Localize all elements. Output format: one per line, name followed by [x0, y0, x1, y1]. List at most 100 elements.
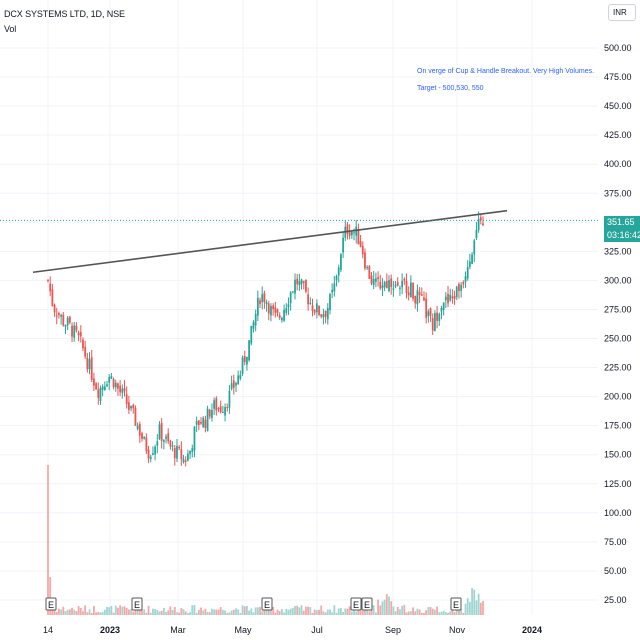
volume-bar [355, 611, 358, 615]
candle-body [471, 254, 473, 264]
candle-body [473, 240, 476, 255]
volume-bar [119, 605, 122, 615]
annotation-line-2[interactable]: Target - 500,530, 550 [417, 85, 484, 92]
candle-body [211, 410, 213, 418]
earnings-marker-icon[interactable]: E [131, 597, 143, 611]
volume-bar [158, 611, 161, 615]
candle-body [191, 448, 194, 453]
candle-body [385, 281, 388, 288]
candle-body [125, 394, 128, 405]
price-axis[interactable]: 500.00475.00450.00425.00400.00375.00350.… [604, 43, 632, 605]
candle-body [361, 245, 364, 255]
volume-bar [180, 608, 183, 615]
svg-text:E: E [353, 600, 359, 610]
volume-bar [117, 607, 119, 615]
candle-body [73, 325, 76, 338]
candle-body [84, 346, 87, 357]
volume-bar [283, 612, 285, 615]
symbol-title[interactable]: DCX SYSTEMS LTD, 1D, NSE [4, 9, 125, 19]
candle-body [202, 418, 205, 428]
volume-bar [263, 610, 266, 615]
candle-body [235, 383, 237, 386]
volume-bar [270, 608, 272, 615]
volume-bar [136, 607, 139, 615]
candle-body [337, 267, 340, 276]
candle-body [265, 302, 268, 305]
volume-bar [403, 605, 406, 615]
candle-body [350, 231, 353, 236]
volume-bar [250, 608, 253, 615]
price-tick-label: 250.00 [604, 334, 632, 344]
volume-bar [141, 609, 143, 615]
price-tick-label: 325.00 [604, 246, 632, 256]
candle-body [460, 284, 463, 291]
price-tick-label: 400.00 [604, 159, 632, 169]
volume-bar [243, 606, 246, 615]
candle-body [300, 279, 303, 285]
candle-body [333, 283, 336, 292]
price-tick-label: 425.00 [604, 130, 632, 140]
trendline[interactable] [32, 209, 508, 274]
volume-bar [394, 611, 397, 615]
volume-bar [77, 606, 80, 615]
candle-body [370, 275, 373, 284]
volume-bar [458, 606, 460, 615]
volume-bar [206, 611, 209, 615]
volume-bar [278, 611, 281, 615]
annotation-line-1[interactable]: On verge of Cup & Handle Breakout. Very … [417, 68, 595, 75]
time-tick-label: May [234, 625, 252, 635]
volume-bar [51, 609, 54, 615]
volume-bar [132, 611, 135, 615]
candle-body [90, 357, 93, 380]
volume-bar [309, 607, 312, 615]
candle-body [458, 283, 460, 292]
earnings-marker-icon[interactable]: E [361, 597, 373, 611]
volume-bar [348, 606, 351, 615]
candle-body [82, 339, 84, 349]
volume-bar [468, 601, 471, 615]
volume-bar [114, 605, 117, 615]
volume-bar [431, 608, 434, 615]
candle-body [71, 325, 73, 337]
volume-bar [390, 601, 393, 615]
volume-bar [156, 609, 159, 615]
volume-bar [95, 612, 97, 615]
volume-bar [93, 606, 95, 615]
candle-body [331, 289, 334, 293]
volume-bar [479, 602, 482, 615]
currency-badge[interactable]: INR [608, 4, 636, 21]
candle-body [416, 290, 419, 305]
candle-body [383, 282, 386, 288]
price-tick-label: 50.00 [604, 566, 627, 576]
volume-bar [123, 606, 126, 615]
volume-bar [289, 608, 292, 615]
candle-body [427, 311, 430, 317]
candle-body [399, 287, 401, 289]
candle-body [224, 407, 226, 416]
volume-bar [86, 612, 89, 615]
volume-bars [47, 465, 484, 615]
volume-bar [427, 607, 430, 615]
earnings-marker-icon[interactable]: E [45, 597, 57, 611]
volume-bar [130, 609, 132, 615]
volume-bar [121, 606, 124, 615]
candle-body [418, 291, 421, 295]
candle-body [132, 404, 135, 409]
volume-bar [58, 608, 60, 615]
earnings-marker-icon[interactable]: E [350, 597, 362, 611]
volume-bar [471, 587, 473, 615]
time-axis[interactable]: 14 2023 Mar May Jul Sep Nov 2024 [43, 625, 542, 635]
volume-bar [138, 608, 141, 615]
candle-body [103, 386, 106, 391]
candle-body [340, 254, 342, 270]
volume-label[interactable]: Vol [4, 24, 17, 34]
volume-bar [110, 605, 113, 615]
candle-body [75, 325, 78, 331]
earnings-marker-icon[interactable]: E [450, 597, 462, 611]
volume-bar [171, 609, 174, 615]
candle-body [246, 356, 248, 365]
candle-body [374, 278, 377, 282]
candle-body [250, 325, 253, 344]
earnings-marker-icon[interactable]: E [261, 597, 273, 611]
